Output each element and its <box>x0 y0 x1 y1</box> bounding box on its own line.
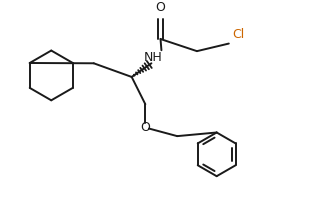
Text: Cl: Cl <box>232 28 245 41</box>
Text: O: O <box>156 1 165 14</box>
Text: NH: NH <box>143 51 162 64</box>
Text: O: O <box>141 121 150 134</box>
